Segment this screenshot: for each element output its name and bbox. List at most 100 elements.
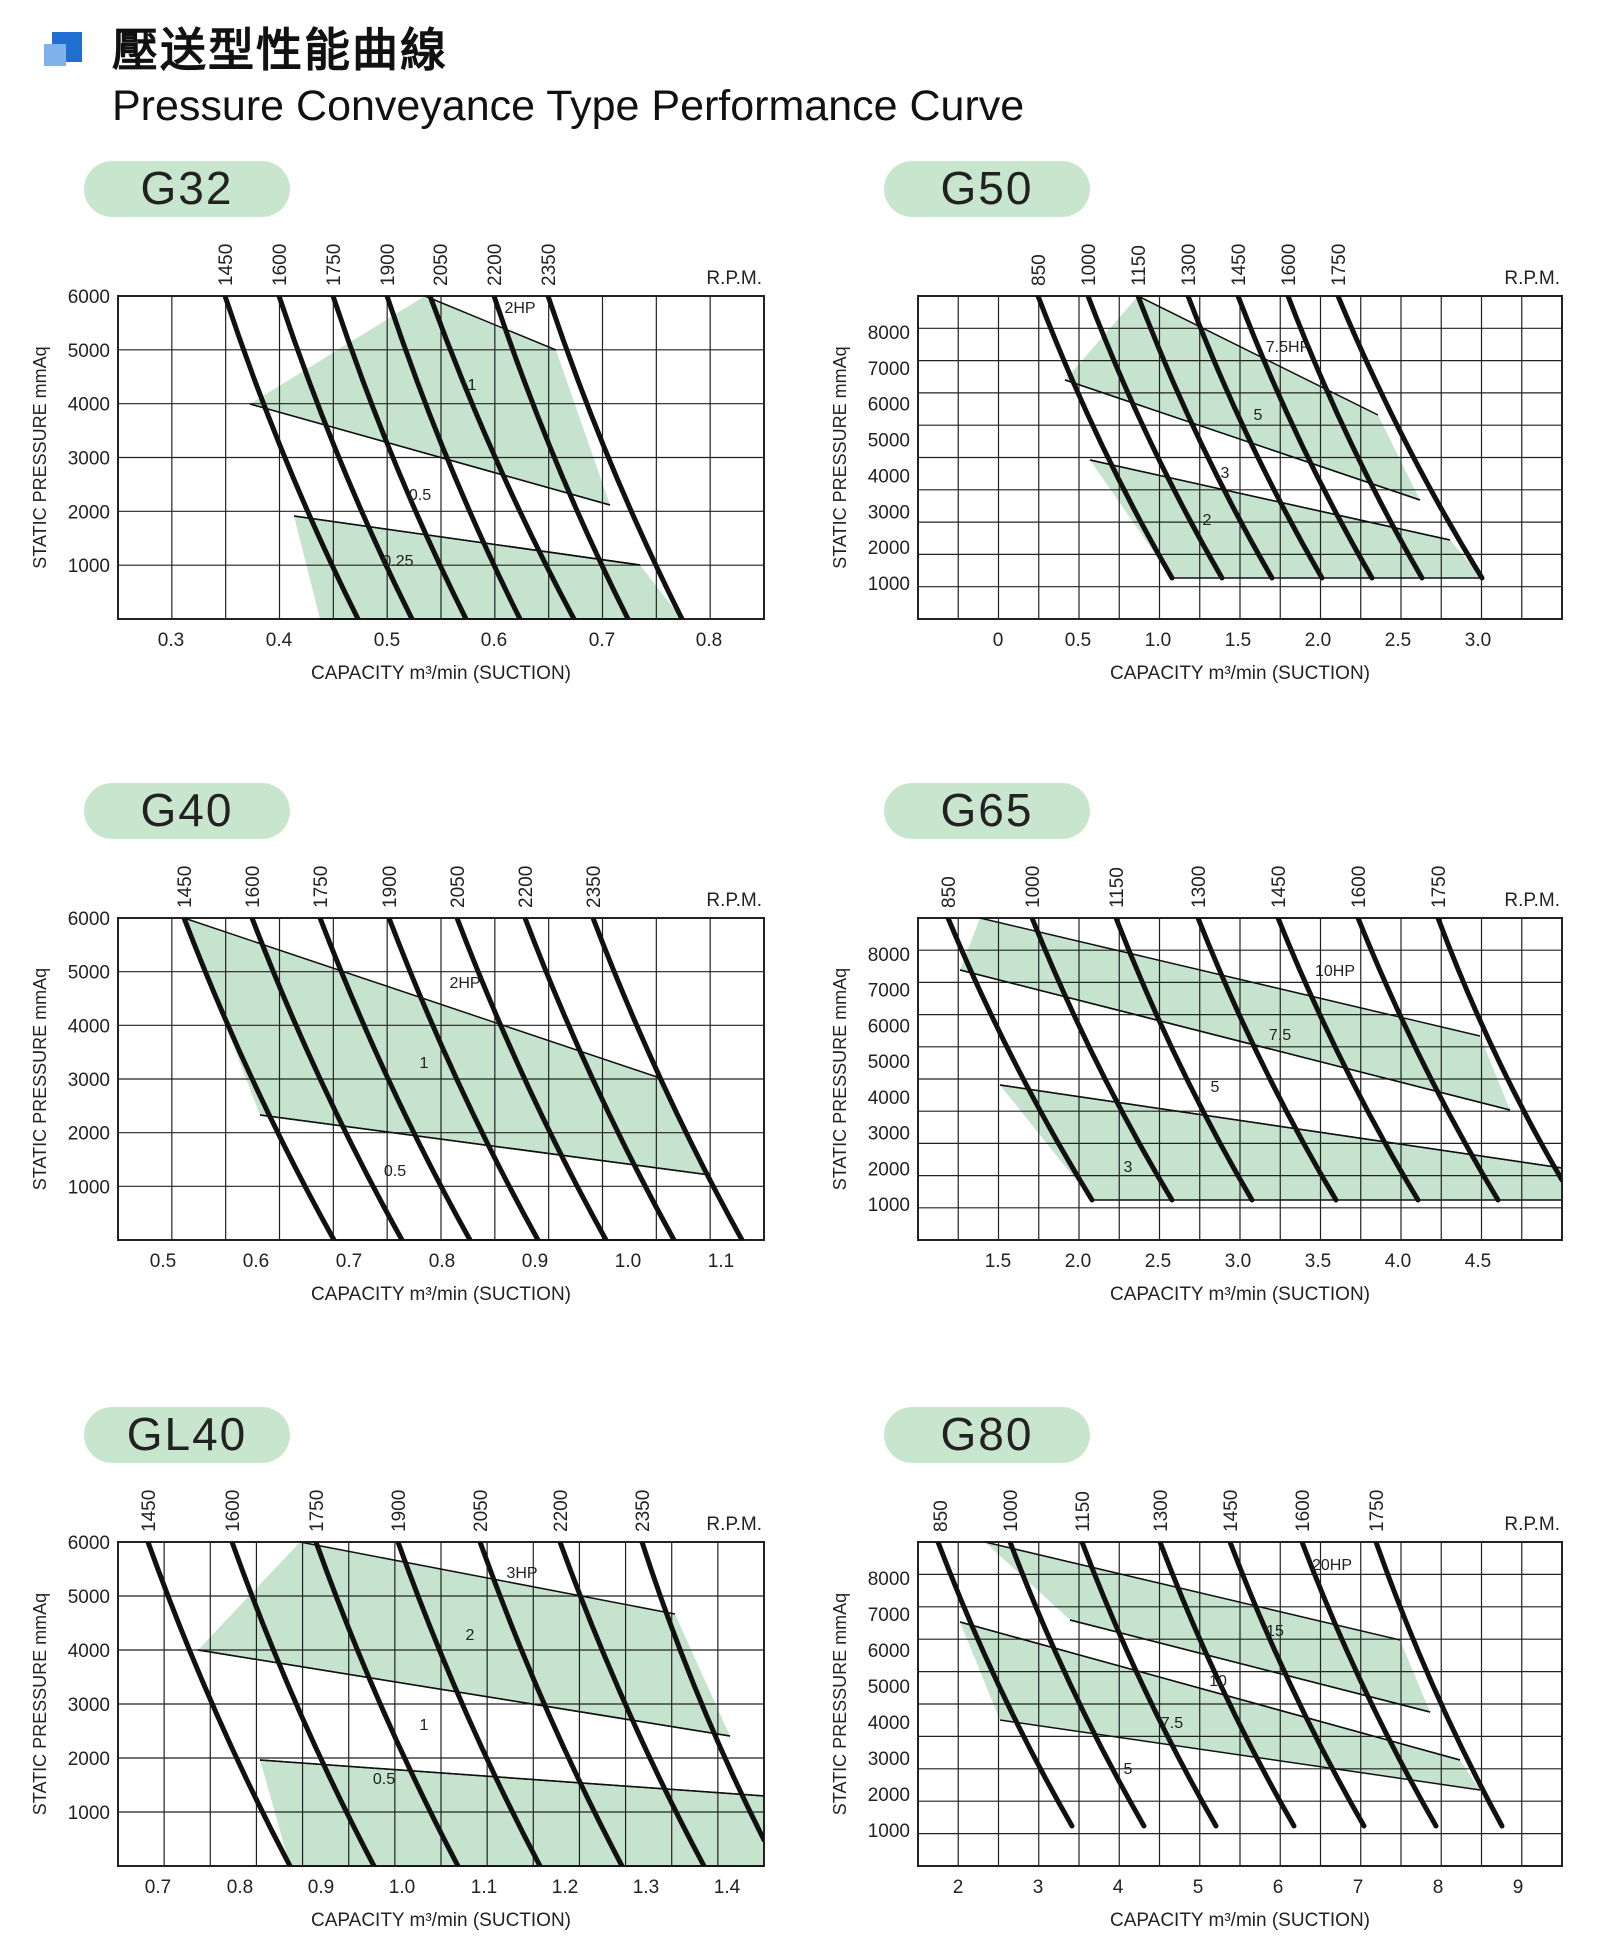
x-tick-label: 1.0 <box>1145 630 1171 651</box>
rpm-label: 2050 <box>448 866 469 908</box>
x-tick-label: 4.5 <box>1465 1251 1491 1272</box>
y-tick-label: 1000 <box>868 574 910 595</box>
y-tick-label: 6000 <box>68 287 110 308</box>
hp-label: 2HP <box>449 975 480 992</box>
rpm-label: 1450 <box>216 244 237 286</box>
hp-boundary <box>424 295 557 351</box>
hp-label: 5 <box>1124 1761 1133 1778</box>
model-label: G80 <box>941 1408 1034 1460</box>
x-tick-label: 0.5 <box>150 1251 176 1272</box>
plot-frame <box>917 917 1563 1241</box>
rpm-curve <box>181 918 337 1240</box>
x-tick-label: 2.0 <box>1065 1251 1091 1272</box>
rpm-curve <box>395 1542 543 1866</box>
rpm-label: 1600 <box>270 244 291 286</box>
rpm-label: 2200 <box>516 866 537 908</box>
x-tick-label: 0.8 <box>696 630 722 651</box>
header-square-icon <box>44 28 92 68</box>
rpm-label: 1900 <box>378 244 399 286</box>
rpm-label: 1600 <box>243 866 264 908</box>
y-tick-label: 1000 <box>68 1177 110 1198</box>
x-tick-label: 2.5 <box>1385 630 1411 651</box>
hp-boundary <box>984 1541 1401 1641</box>
y-tick-label: 7000 <box>868 359 910 380</box>
rpm-curve <box>1035 296 1175 581</box>
rpm-curve <box>427 296 577 619</box>
rpm-curve <box>454 918 609 1240</box>
y-tick-label: 8000 <box>868 1569 910 1590</box>
rpm-curve <box>1113 918 1255 1203</box>
model-label: GL40 <box>127 1408 248 1460</box>
y-tick-label: 3000 <box>68 1070 110 1091</box>
hp-boundary <box>197 1649 731 1737</box>
rpm-label: 1600 <box>1293 1490 1314 1532</box>
rpm-label: 1150 <box>1073 1491 1094 1532</box>
y-tick-label: 8000 <box>868 945 910 966</box>
chart-g40: G40 1450 1600 1750 1900 2050 2200 2350 R.P.M. 100… <box>30 783 765 1305</box>
x-tick-label: 0.8 <box>429 1251 455 1272</box>
y-tick-label: 4000 <box>868 1088 910 1109</box>
x-tick-label: 1.0 <box>615 1251 641 1272</box>
rpm-label: 1750 <box>1329 244 1350 286</box>
x-axis-title: CAPACITY m³/min (SUCTION) <box>311 1284 571 1305</box>
rpm-curve <box>522 918 677 1240</box>
rpm-label: 2350 <box>633 1490 654 1532</box>
y-axis-title: STATIC PRESSURE mmAq <box>830 346 850 568</box>
rpm-curve <box>1157 1542 1297 1829</box>
x-tick-label: 3.0 <box>1465 630 1491 651</box>
model-pill <box>84 783 290 839</box>
y-tick-label: 2000 <box>868 1785 910 1806</box>
rpm-curve <box>545 296 685 619</box>
hp-label: 7.5 <box>1269 1027 1291 1044</box>
rpm-curve <box>1285 296 1425 581</box>
rpm-curve <box>1079 1542 1219 1829</box>
hp-boundary <box>259 1759 765 1797</box>
y-tick-label: 6000 <box>68 1533 110 1554</box>
rpm-curve <box>590 918 745 1240</box>
rpm-curve <box>1195 918 1339 1203</box>
rpm-curve <box>1085 296 1225 581</box>
rpm-label: 1750 <box>324 244 345 286</box>
rpm-label: 1000 <box>1079 244 1100 286</box>
x-tick-label: 2 <box>953 1877 964 1898</box>
model-label: G65 <box>941 784 1034 836</box>
x-tick-label: 0.5 <box>1065 630 1091 651</box>
hp-label: 1 <box>420 1055 429 1072</box>
rpm-curve <box>945 918 1095 1203</box>
rpm-label: 850 <box>939 876 960 908</box>
y-tick-label: 7000 <box>868 981 910 1002</box>
x-tick-label: 0.9 <box>308 1877 334 1898</box>
rpm-label: 1300 <box>1189 866 1210 908</box>
y-tick-label: 8000 <box>868 323 910 344</box>
rpm-axis-label: R.P.M. <box>1504 268 1560 289</box>
rpm-label: 1600 <box>223 1490 244 1532</box>
rpm-label: 2350 <box>584 866 605 908</box>
rpm-curve <box>317 918 473 1240</box>
hp-band-fill <box>250 296 610 505</box>
rpm-label: 1450 <box>139 1490 160 1532</box>
x-axis-title: CAPACITY m³/min (SUCTION) <box>1110 663 1370 684</box>
y-tick-label: 4000 <box>868 1713 910 1734</box>
x-tick-label: 0.7 <box>589 630 615 651</box>
hp-label: 0.25 <box>382 553 413 570</box>
hp-label: 3 <box>1124 1159 1133 1176</box>
rpm-label: 2200 <box>551 1490 572 1532</box>
hp-band-fill <box>960 1622 1480 1790</box>
rpm-label: 1300 <box>1151 1490 1172 1532</box>
rpm-label: 2200 <box>485 244 506 286</box>
rpm-label: 1300 <box>1179 244 1200 286</box>
rpm-label: 2350 <box>539 244 560 286</box>
x-tick-label: 4 <box>1113 1877 1124 1898</box>
y-tick-label: 6000 <box>868 1016 910 1037</box>
x-axis-title: CAPACITY m³/min (SUCTION) <box>311 1910 571 1931</box>
y-axis-title: STATIC PRESSURE mmAq <box>30 1593 50 1815</box>
hp-band-fill <box>1000 1085 1562 1200</box>
rpm-label: 1000 <box>1001 1490 1022 1532</box>
hp-label: 1 <box>468 377 477 394</box>
rpm-label: 1750 <box>307 1490 328 1532</box>
rpm-curve <box>1029 918 1175 1203</box>
chart-g80: G80 850 1000 1150 1300 1450 1600 1750 R.P.M. 1000… <box>830 1407 1563 1931</box>
hp-boundary <box>1089 459 1451 541</box>
hp-label: 10 <box>1209 1673 1227 1690</box>
